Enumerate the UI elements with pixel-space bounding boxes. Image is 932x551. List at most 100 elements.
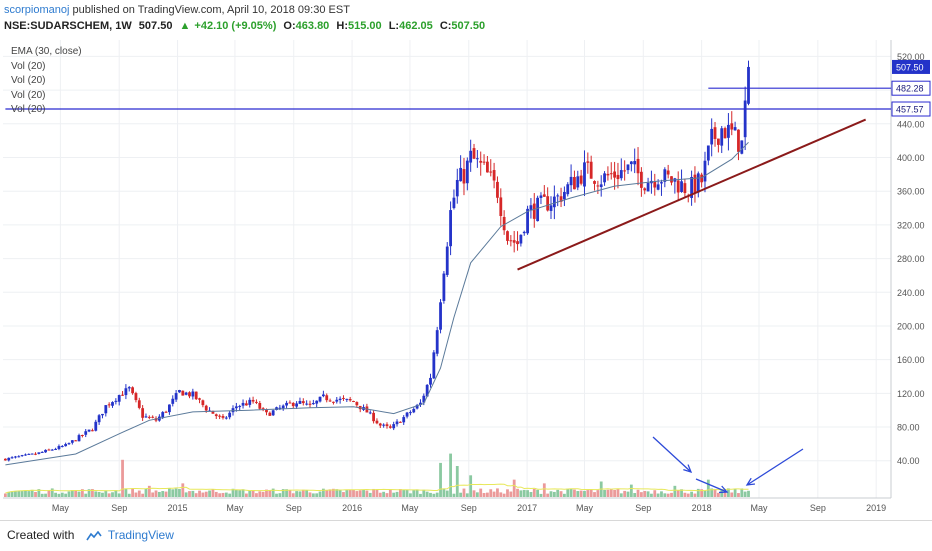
candle-body xyxy=(194,391,198,400)
volume-bar xyxy=(147,485,151,497)
candle-body xyxy=(184,392,188,395)
volume-bar xyxy=(261,491,265,497)
volume-ma-line xyxy=(5,483,749,494)
volume-bar xyxy=(402,489,406,497)
x-tick-label: May xyxy=(576,503,594,513)
volume-bar xyxy=(271,488,275,497)
candle-body xyxy=(301,401,305,404)
arrow-head xyxy=(745,477,756,486)
candle-body xyxy=(409,412,412,414)
candle-body xyxy=(40,451,44,453)
up-arrow-icon: ▲ xyxy=(179,20,191,32)
volume-bar xyxy=(700,489,704,497)
candle-body xyxy=(402,417,406,423)
volume-bar xyxy=(291,493,295,497)
candle-body xyxy=(670,176,673,183)
tradingview-brand[interactable]: TradingView xyxy=(107,528,174,542)
low-label: L: xyxy=(388,20,400,32)
candle-body xyxy=(706,145,710,161)
candle-body xyxy=(566,184,570,195)
volume-bar xyxy=(365,490,369,497)
volume-bar xyxy=(234,489,238,497)
candle-body xyxy=(599,184,603,188)
candle-body xyxy=(737,129,740,152)
volume-bar xyxy=(137,490,141,497)
candle-body xyxy=(532,203,536,219)
volume-bar xyxy=(178,489,181,497)
chart-header: scorpiomanoj published on TradingView.co… xyxy=(0,0,932,38)
price-chart[interactable]: 40.00 80.00 120.00 160.00 200.00 240.00 280.00… xyxy=(3,40,931,515)
candle-body xyxy=(683,183,687,194)
volume-bar xyxy=(214,491,218,497)
candle-body xyxy=(740,140,744,154)
legend-vol-4[interactable]: Vol (20) xyxy=(11,104,46,115)
volume-bar xyxy=(670,492,673,497)
volume-bar xyxy=(171,489,175,497)
candle-body xyxy=(288,402,292,404)
arrow-line xyxy=(695,478,728,493)
candle-body xyxy=(388,426,392,428)
volume-bar xyxy=(449,453,452,497)
volume-bar xyxy=(532,488,536,497)
candle-body xyxy=(251,399,255,402)
candle-body xyxy=(385,424,389,427)
volume-bar xyxy=(258,491,262,497)
legend-ema[interactable]: EMA (30, close) xyxy=(11,46,82,57)
chart-area[interactable]: 40.00 80.00 120.00 160.00 200.00 240.00 280.00… xyxy=(3,40,931,515)
volume-bar xyxy=(355,491,359,497)
volume-bar xyxy=(529,492,533,497)
volume-bar xyxy=(338,489,342,497)
candle-body xyxy=(509,240,513,242)
candle-body xyxy=(238,406,242,408)
candle-body xyxy=(3,458,7,461)
volume-bar xyxy=(492,491,496,497)
candle-body xyxy=(308,403,312,405)
volume-bar xyxy=(713,489,717,497)
candle-body xyxy=(556,195,560,197)
volume-bar xyxy=(536,489,540,497)
candle-body xyxy=(345,398,349,400)
created-with-text: Created with xyxy=(7,528,75,542)
close-value: 507.50 xyxy=(451,20,486,32)
volume-bar xyxy=(626,491,630,497)
candle-body xyxy=(107,404,111,406)
volume-bar xyxy=(168,488,171,497)
volume-bar xyxy=(435,492,439,497)
volume-bar xyxy=(569,488,573,497)
y-tick-label: 440.00 xyxy=(897,119,925,129)
legend-vol-2[interactable]: Vol (20) xyxy=(11,75,46,86)
volume-bar xyxy=(208,490,211,497)
candle-body xyxy=(747,66,750,104)
candle-body xyxy=(489,171,493,173)
candle-body xyxy=(318,396,322,402)
candle-body xyxy=(57,446,61,449)
volume-bar xyxy=(496,488,499,497)
candle-body xyxy=(231,408,235,413)
volume-bar xyxy=(84,493,88,497)
candle-body xyxy=(221,416,225,418)
volume-bar xyxy=(265,489,268,497)
price-label-box xyxy=(891,101,931,117)
volume-bar xyxy=(633,493,637,497)
volume-bar xyxy=(378,492,382,497)
volume-bar xyxy=(255,493,258,497)
volume-bar xyxy=(70,490,74,497)
candle-body xyxy=(281,405,285,409)
candle-body xyxy=(660,182,663,184)
indicator-legend: EMA (30, close) Vol (20) Vol (20) Vol (2… xyxy=(11,45,82,118)
author-link[interactable]: scorpiomanoj xyxy=(4,4,70,16)
volume-bar xyxy=(37,489,41,497)
legend-vol-1[interactable]: Vol (20) xyxy=(11,60,46,72)
support-trendline xyxy=(517,118,867,271)
candle-body xyxy=(479,160,483,163)
low-value: 462.05 xyxy=(399,20,433,32)
volume-bar xyxy=(278,493,282,497)
volume-bar xyxy=(639,492,643,497)
volume-bar xyxy=(415,489,419,497)
volume-bar xyxy=(218,493,222,497)
legend-vol-3[interactable]: Vol (20) xyxy=(11,89,46,101)
volume-bar xyxy=(613,489,617,497)
volume-bar xyxy=(161,491,165,497)
candle-body xyxy=(255,401,258,403)
volume-bar xyxy=(228,493,232,497)
